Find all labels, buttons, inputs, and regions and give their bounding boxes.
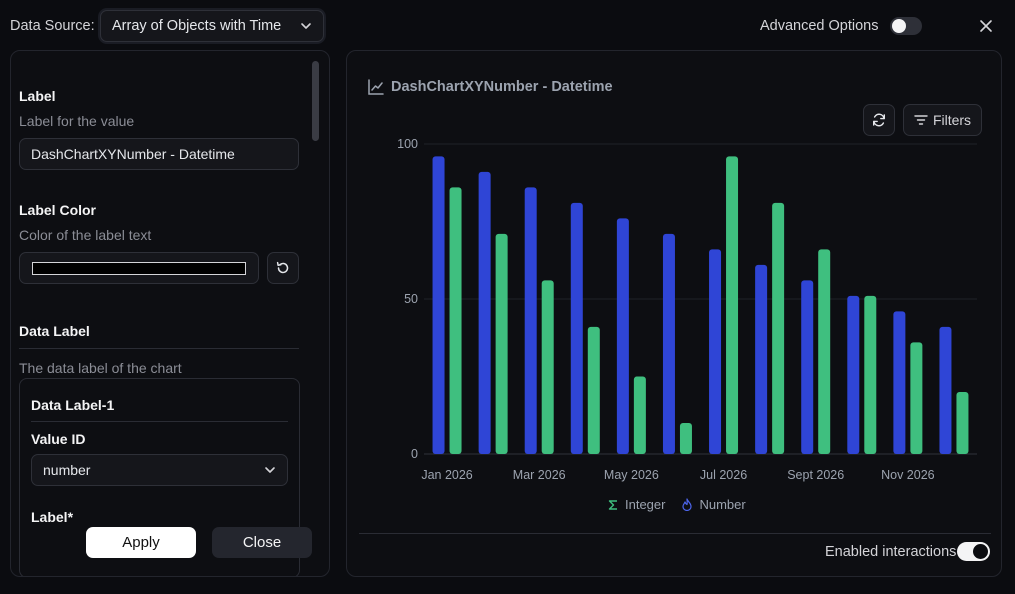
settings-panel: Label Label for the value DashChartXYNum…: [10, 50, 330, 577]
x-tick-label: May 2026: [604, 468, 659, 482]
toggle-knob: [892, 19, 906, 33]
bar-integer-2[interactable]: [541, 280, 554, 454]
bar-integer-6[interactable]: [726, 156, 739, 454]
apply-button[interactable]: Apply: [86, 527, 196, 558]
bar-number-7[interactable]: [755, 264, 768, 454]
flame-icon: [682, 498, 693, 511]
chart-panel: DashChartXYNumber - Datetime Filters 0 50…: [346, 50, 1002, 577]
filters-label: Filters: [932, 112, 972, 128]
legend-item-integer[interactable]: Integer: [607, 497, 665, 512]
line-chart-icon: [368, 79, 384, 95]
x-tick-label: Jan 2026: [421, 468, 472, 482]
legend-label: Integer: [625, 497, 666, 512]
advanced-options-toggle[interactable]: [890, 17, 922, 35]
reset-color-button[interactable]: [267, 252, 299, 284]
bar-number-6[interactable]: [709, 249, 722, 454]
bar-integer-3[interactable]: [587, 326, 600, 454]
data-source-value: Array of Objects with Time: [112, 18, 282, 34]
x-tick-label: Mar 2026: [513, 468, 566, 482]
bar-number-2[interactable]: [524, 187, 537, 454]
bar-number-10[interactable]: [893, 311, 906, 454]
bar-number-8[interactable]: [801, 280, 814, 454]
value-id-title: Value ID: [31, 431, 86, 447]
refresh-button[interactable]: [863, 104, 895, 136]
divider: [19, 348, 299, 349]
divider: [31, 421, 288, 422]
enabled-interactions-toggle[interactable]: [957, 542, 990, 561]
close-button[interactable]: Close: [212, 527, 312, 558]
bar-integer-11[interactable]: [956, 392, 969, 454]
bar-number-11[interactable]: [939, 326, 952, 454]
toggle-knob: [973, 544, 988, 559]
chevron-down-icon: [265, 467, 275, 473]
value-id-select[interactable]: number: [31, 454, 288, 486]
label-color-description: Color of the label text: [19, 227, 152, 243]
x-tick-label: Sept 2026: [787, 468, 844, 482]
chart-title: DashChartXYNumber - Datetime: [391, 79, 613, 95]
data-source-label: Data Source:: [10, 18, 95, 34]
scrollbar[interactable]: [312, 61, 319, 141]
divider: [359, 533, 991, 534]
bar-number-0[interactable]: [432, 156, 445, 454]
y-tick-label: 0: [411, 447, 418, 461]
label-input-value: DashChartXYNumber - Datetime: [31, 146, 235, 162]
bar-number-1[interactable]: [478, 171, 491, 454]
color-swatch: [32, 261, 246, 275]
label-title: Label: [19, 88, 56, 104]
reset-icon: [276, 261, 289, 274]
value-id-value: number: [43, 462, 91, 478]
bar-integer-10[interactable]: [910, 342, 923, 454]
bar-integer-1[interactable]: [495, 233, 508, 454]
bar-integer-9[interactable]: [864, 295, 877, 454]
x-tick-label: Jul 2026: [700, 468, 747, 482]
label-color-input[interactable]: [19, 252, 259, 284]
data-label-item-title: Data Label-1: [31, 397, 115, 413]
bar-integer-0[interactable]: [449, 187, 462, 454]
filters-button[interactable]: Filters: [903, 104, 982, 136]
bar-integer-8[interactable]: [818, 249, 831, 454]
y-tick-label: 50: [404, 292, 418, 306]
bar-integer-4[interactable]: [633, 376, 646, 455]
bar-number-4[interactable]: [616, 218, 629, 454]
enabled-interactions-label: Enabled interactions: [825, 544, 957, 560]
bar-number-5[interactable]: [662, 233, 675, 454]
label-input[interactable]: DashChartXYNumber - Datetime: [19, 138, 299, 170]
bar-integer-5[interactable]: [679, 423, 692, 454]
label-description: Label for the value: [19, 113, 135, 129]
label-color-title: Label Color: [19, 202, 97, 218]
x-tick-label: Nov 2026: [881, 468, 935, 482]
bar-chart: 0 50 100 Jan 2026 Mar 2026 May 2026 Jul 2026 Se…: [397, 137, 977, 482]
legend-item-number[interactable]: Number: [681, 497, 746, 512]
data-source-select[interactable]: Array of Objects with Time: [100, 10, 324, 42]
bar-number-9[interactable]: [847, 295, 860, 454]
bar-integer-7[interactable]: [772, 202, 785, 454]
sigma-icon: [608, 499, 617, 510]
data-label-description: The data label of the chart: [19, 360, 182, 376]
advanced-options-label: Advanced Options: [760, 18, 879, 34]
close-icon[interactable]: [977, 17, 995, 35]
chart-legend: Integer Number: [607, 497, 746, 512]
filter-icon: [914, 115, 928, 125]
chart-header: DashChartXYNumber - Datetime: [367, 78, 613, 96]
bar-number-3[interactable]: [570, 202, 583, 454]
y-tick-label: 100: [397, 137, 418, 151]
legend-label: Number: [699, 497, 746, 512]
label-required-title: Label*: [31, 509, 74, 525]
chevron-down-icon: [301, 23, 311, 29]
data-label-title: Data Label: [19, 323, 90, 339]
refresh-icon: [873, 113, 885, 127]
